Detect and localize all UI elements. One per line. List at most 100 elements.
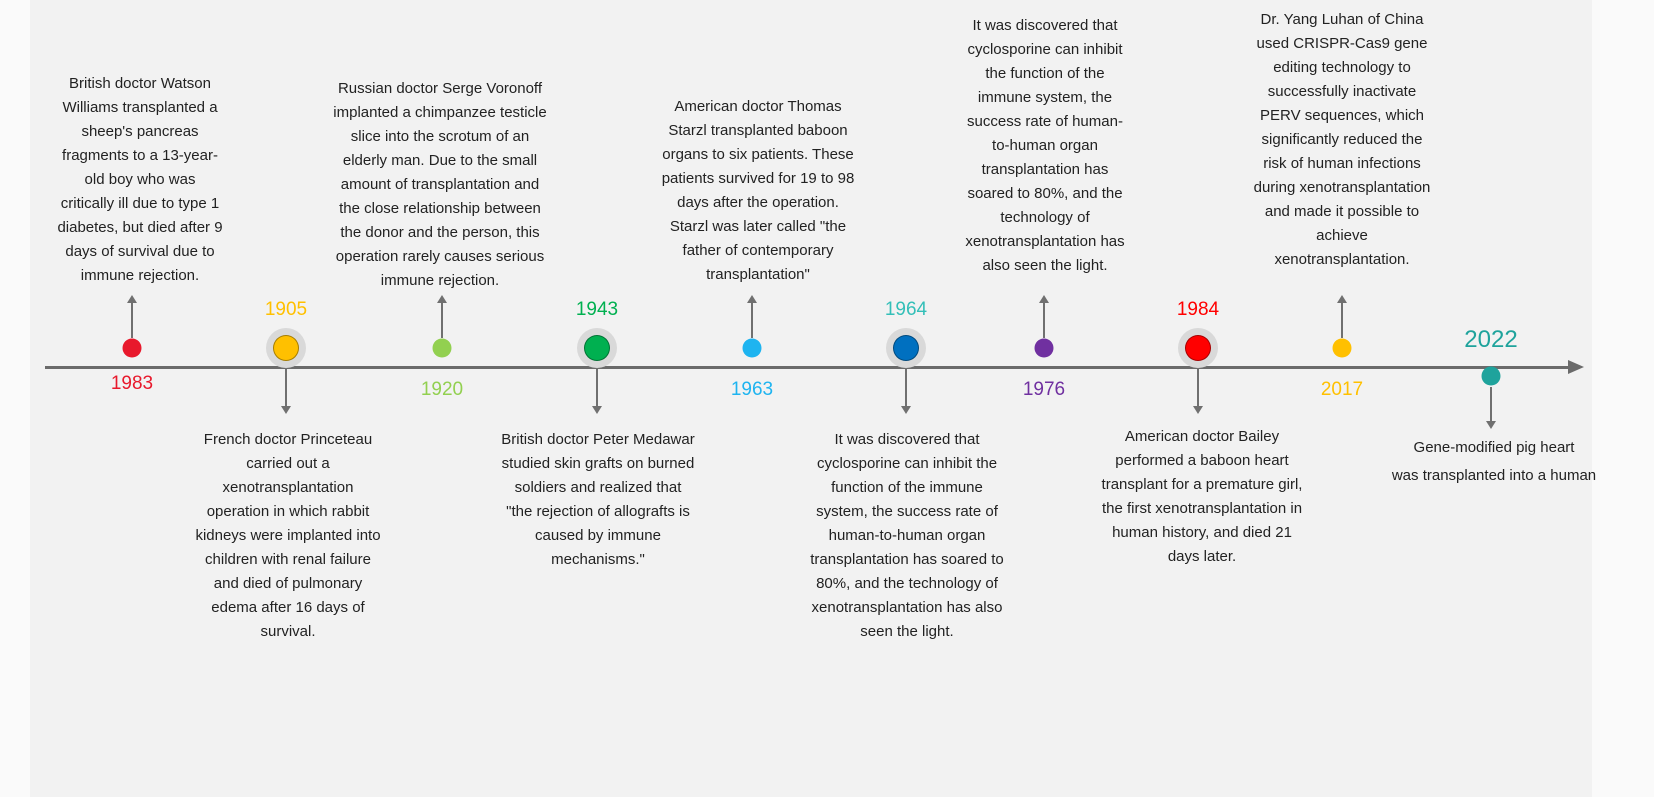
arrowhead [747, 295, 757, 303]
description-line: xenotransplantation. [1274, 251, 1410, 268]
description-line: studied skin grafts on burned [501, 455, 695, 472]
description-line: soared to 80%, and the [967, 185, 1123, 202]
event-description: Dr. Yang Luhan of China used CRISPR-Cas9 … [1254, 8, 1431, 272]
description-line: days of survival due to [65, 243, 215, 260]
connector-arrow [441, 302, 443, 338]
connector-arrow [596, 368, 598, 406]
description-line: during xenotransplantation [1253, 179, 1431, 196]
description-line: father of contemporary [682, 242, 834, 259]
event-description: It was discovered that cyclosporine can i… [965, 14, 1124, 278]
connector-arrow [285, 368, 287, 406]
connector-arrow [1341, 302, 1343, 338]
description-line: cyclosporine can inhibit [967, 41, 1123, 58]
description-line: system, the success rate of [816, 503, 998, 520]
description-line: the donor and the person, this [340, 224, 540, 241]
description-line: editing technology to [1273, 59, 1411, 76]
description-line: transplant for a premature girl, [1101, 476, 1303, 493]
marker-dot [1034, 338, 1054, 358]
year-label: 1905 [264, 299, 308, 320]
arrowhead [281, 406, 291, 414]
description-line: function of the immune [831, 479, 983, 496]
event-description: It was discovered that cyclosporine can i… [810, 428, 1003, 644]
description-line: British doctor Peter Medawar [501, 431, 695, 448]
description-line: kidneys were implanted into [195, 527, 381, 544]
description-line: edema after 16 days of [211, 599, 365, 616]
description-line: to-human organ [992, 137, 1098, 154]
arrowhead [437, 295, 447, 303]
timeline-axis [45, 366, 1570, 369]
marker-dot [273, 335, 299, 361]
event-description: American doctor Thomas Starzl transplante… [662, 95, 855, 287]
event-description: Russian doctor Serge Voronoff implanted a… [333, 77, 546, 293]
description-line: xenotransplantation has also [811, 599, 1003, 616]
description-line: It was discovered that [834, 431, 980, 448]
description-line: French doctor Princeteau [203, 431, 373, 448]
description-line: old boy who was [84, 171, 196, 188]
year-label: 1963 [730, 379, 774, 400]
marker-dot [584, 335, 610, 361]
description-line: transplantation has soared to [810, 551, 1004, 568]
description-line: American doctor Bailey [1124, 428, 1280, 445]
connector-arrow [1197, 368, 1199, 406]
year-label: 1976 [1022, 379, 1066, 400]
description-line: and made it possible to [1264, 203, 1420, 220]
description-line: human-to-human organ [828, 527, 986, 544]
description-line: critically ill due to type 1 [60, 195, 220, 212]
description-line: xenotransplantation [222, 479, 354, 496]
year-label: 1984 [1176, 299, 1220, 320]
arrowhead [1337, 295, 1347, 303]
description-line: 80%, and the technology of [816, 575, 998, 592]
description-line: immune rejection. [80, 267, 200, 284]
arrowhead [1193, 406, 1203, 414]
description-line: immune rejection. [380, 272, 500, 289]
description-line: elderly man. Due to the small [342, 152, 538, 169]
description-line: the close relationship between [339, 200, 541, 217]
description-line: was transplanted into a human [1391, 467, 1597, 484]
year-label: 1920 [420, 379, 464, 400]
year-label: 2022 [1464, 326, 1518, 353]
timeline-arrowhead [1568, 360, 1584, 374]
description-line: cyclosporine can inhibit the [816, 455, 998, 472]
description-line: British doctor Watson [69, 75, 211, 92]
event-description: Gene-modified pig heart was transplanted … [1392, 434, 1596, 490]
description-line: survival. [260, 623, 316, 640]
description-line: significantly reduced the [1261, 131, 1423, 148]
event-description: British doctor Peter Medawar studied skin… [501, 428, 694, 572]
description-line: achieve [1316, 227, 1368, 244]
connector-arrow [1043, 302, 1045, 338]
description-line: the function of the [985, 65, 1105, 82]
description-line: operation in which rabbit [206, 503, 370, 520]
event-description: British doctor Watson Williams transplant… [57, 72, 222, 288]
description-line: Russian doctor Serge Voronoff [337, 80, 543, 97]
marker-dot [893, 335, 919, 361]
description-line: American doctor Thomas [674, 98, 842, 115]
connector-arrow [1490, 387, 1492, 421]
year-label: 1983 [110, 373, 154, 394]
event-description: French doctor Princeteau carried out a xen… [195, 428, 380, 644]
description-line: organs to six patients. These [662, 146, 854, 163]
description-line: sheep's pancreas [81, 123, 199, 140]
description-line: patients survived for 19 to 98 [661, 170, 855, 187]
description-line: human history, and died 21 [1112, 524, 1292, 541]
marker-dot [742, 338, 762, 358]
description-line: diabetes, but died after 9 [57, 219, 223, 236]
marker-dot [122, 338, 142, 358]
connector-arrow [905, 368, 907, 406]
marker-dot [1332, 338, 1352, 358]
description-line: operation rarely causes serious [335, 248, 545, 265]
description-line: Starzl was later called "the [669, 218, 847, 235]
description-line: the first xenotransplantation in [1101, 500, 1303, 517]
description-line: successfully inactivate [1267, 83, 1417, 100]
description-line: slice into the scrotum of an [350, 128, 530, 145]
description-line: soldiers and realized that [514, 479, 682, 496]
year-label: 2017 [1320, 379, 1364, 400]
arrowhead [901, 406, 911, 414]
connector-arrow [131, 302, 133, 338]
marker-dot [1185, 335, 1211, 361]
description-line: Williams transplanted a [62, 99, 218, 116]
description-line: transplantation has [981, 161, 1109, 178]
description-line: and died of pulmonary [213, 575, 363, 592]
description-line: Gene-modified pig heart [1413, 439, 1575, 456]
description-line: used CRISPR-Cas9 gene [1256, 35, 1428, 52]
event-description: American doctor Bailey performed a baboon… [1102, 425, 1303, 569]
